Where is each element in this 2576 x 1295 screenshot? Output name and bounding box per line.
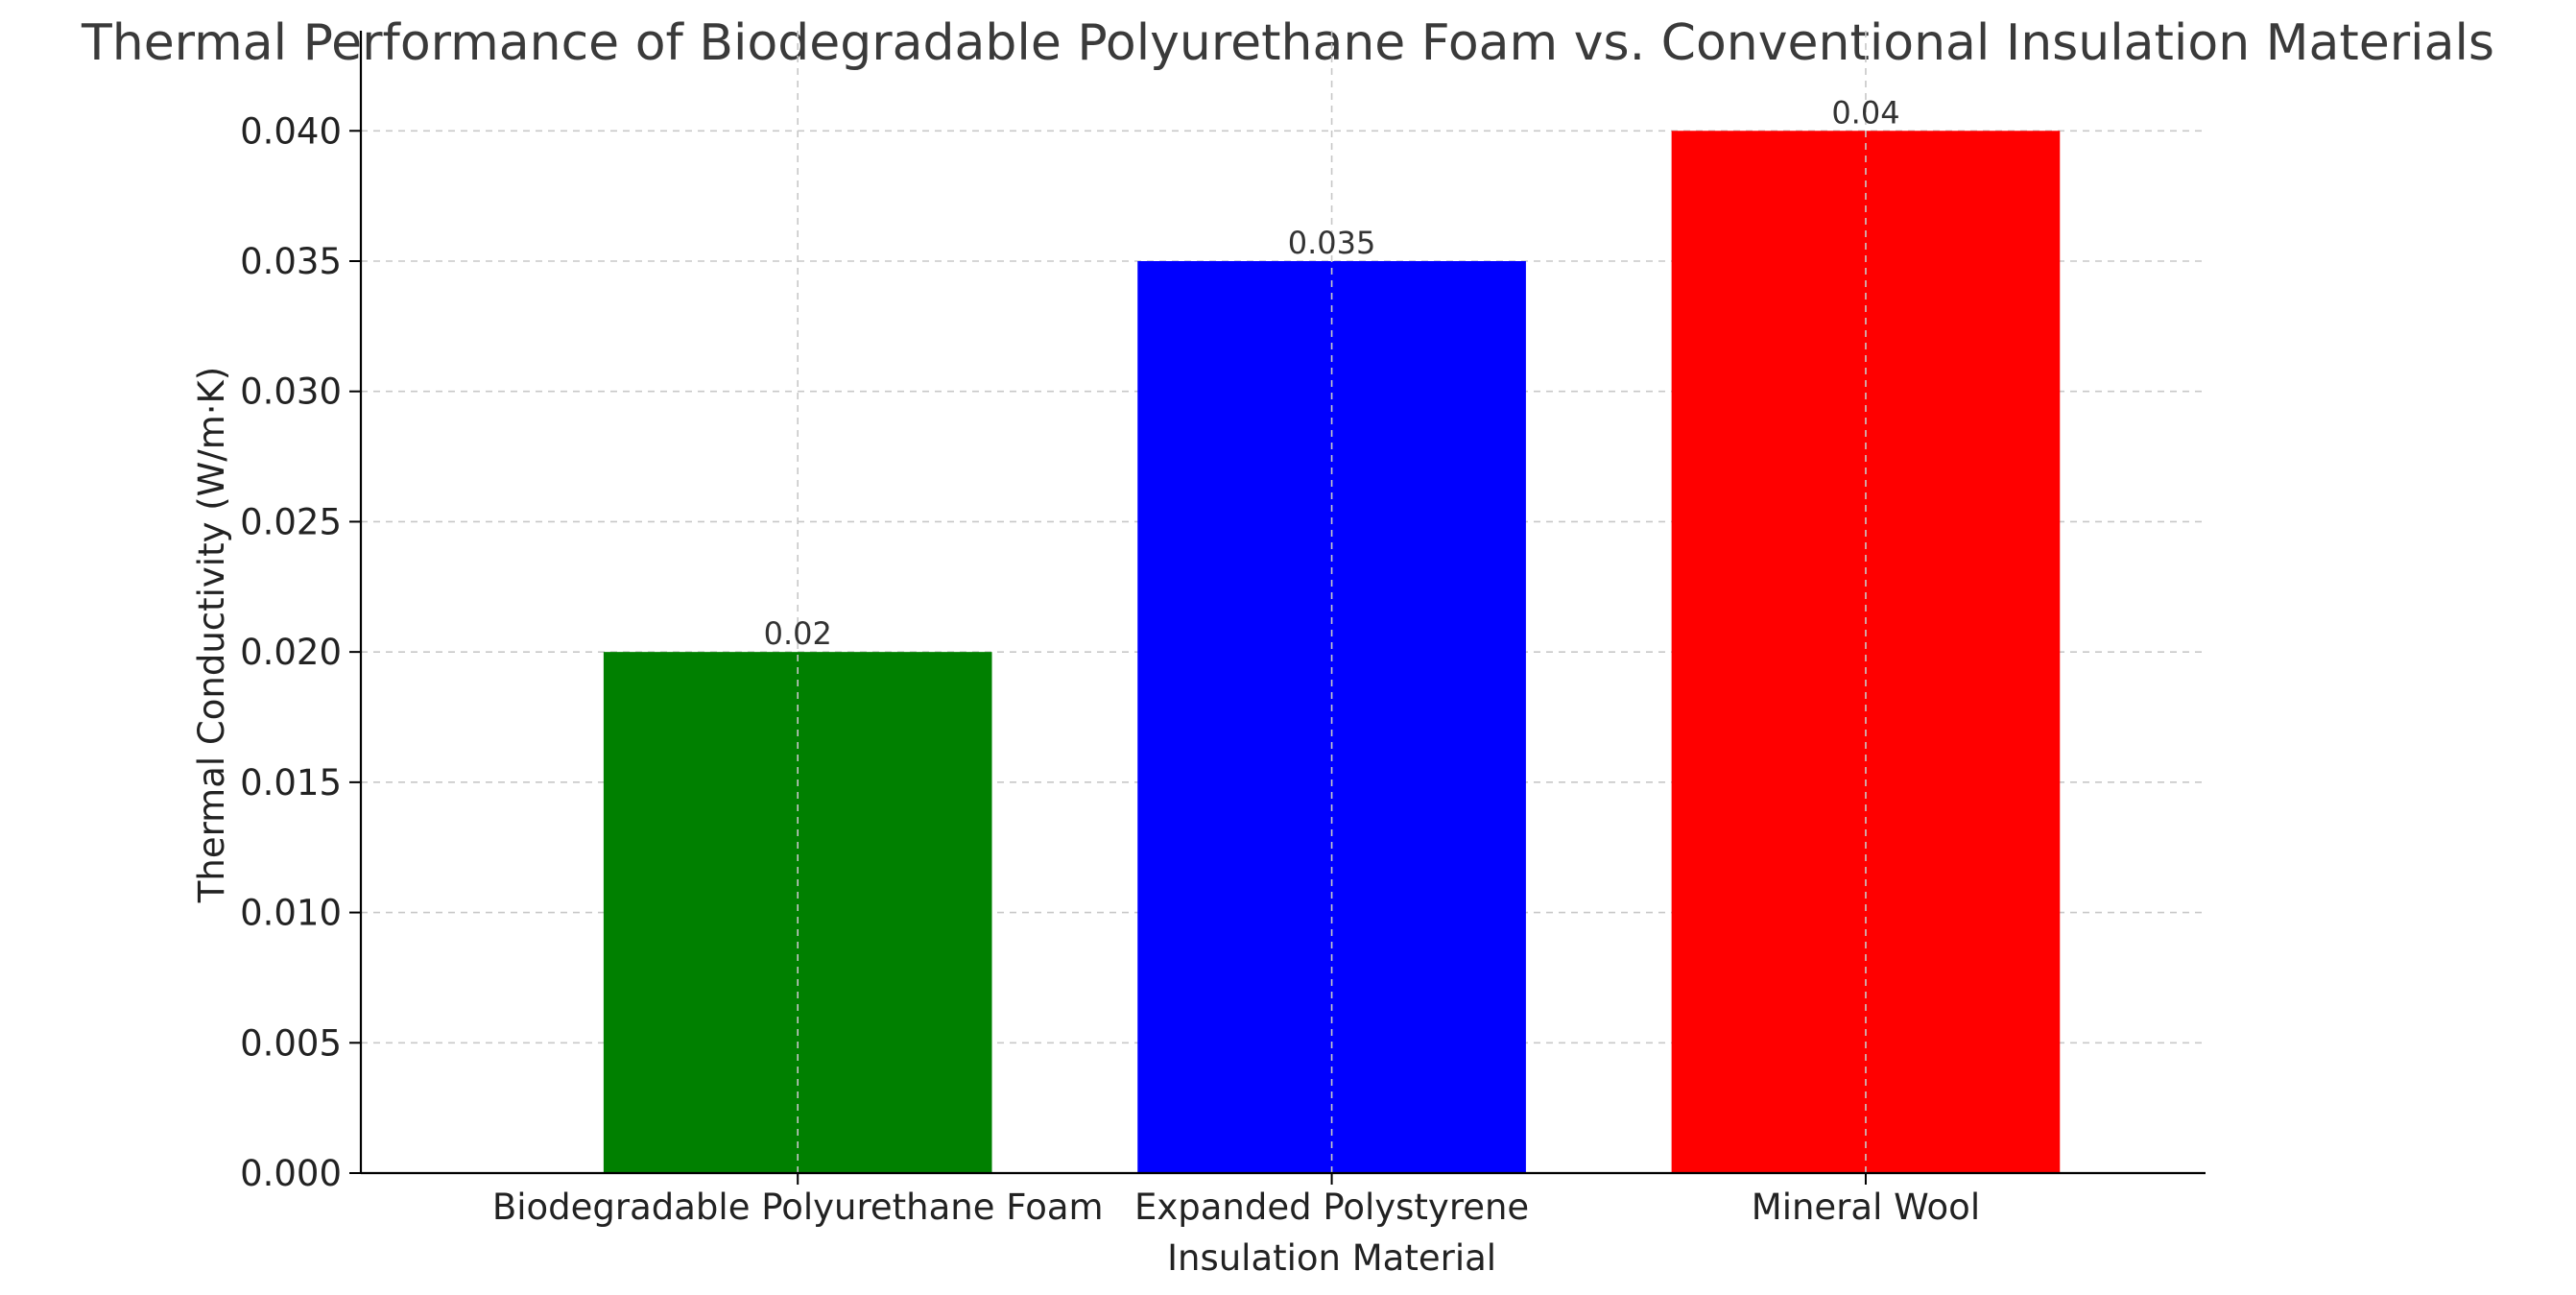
bar-value-label: 0.035 [1288, 225, 1376, 261]
bar [1671, 131, 2061, 1173]
y-tick-label: 0.025 [240, 501, 342, 542]
y-tick-label: 0.020 [240, 632, 342, 673]
labels: 0.000 0.005 0.010 0.015 0.020 0.025 0.030 0.035… [240, 94, 1980, 1279]
y-tick-label: 0.010 [240, 893, 342, 934]
y-tick-label: 0.015 [240, 762, 342, 803]
x-tick-label: Expanded Polystyrene Insulation Material [1134, 1187, 1529, 1279]
chart-title: Thermal Performance of Biodegradable Pol… [81, 14, 2494, 72]
bar [603, 652, 992, 1173]
y-tick-label: 0.035 [240, 241, 342, 282]
bar-value-label: 0.02 [764, 615, 832, 652]
axes [349, 31, 2206, 1185]
x-tick-label: Mineral Wool [1752, 1187, 1980, 1228]
y-tick-label: 0.040 [240, 110, 342, 152]
x-tick-label: Biodegradable Polyurethane Foam [492, 1187, 1104, 1228]
y-tick-label: 0.030 [240, 372, 342, 413]
y-tick-label: 0.005 [240, 1022, 342, 1064]
bar-value-label: 0.04 [1831, 94, 1899, 131]
vertical-grid-lines [797, 31, 1867, 1173]
y-tick-label: 0.000 [240, 1153, 342, 1194]
y-axis-label: Thermal Conductivity (W/m·K) [191, 367, 232, 903]
bars [603, 131, 2061, 1173]
